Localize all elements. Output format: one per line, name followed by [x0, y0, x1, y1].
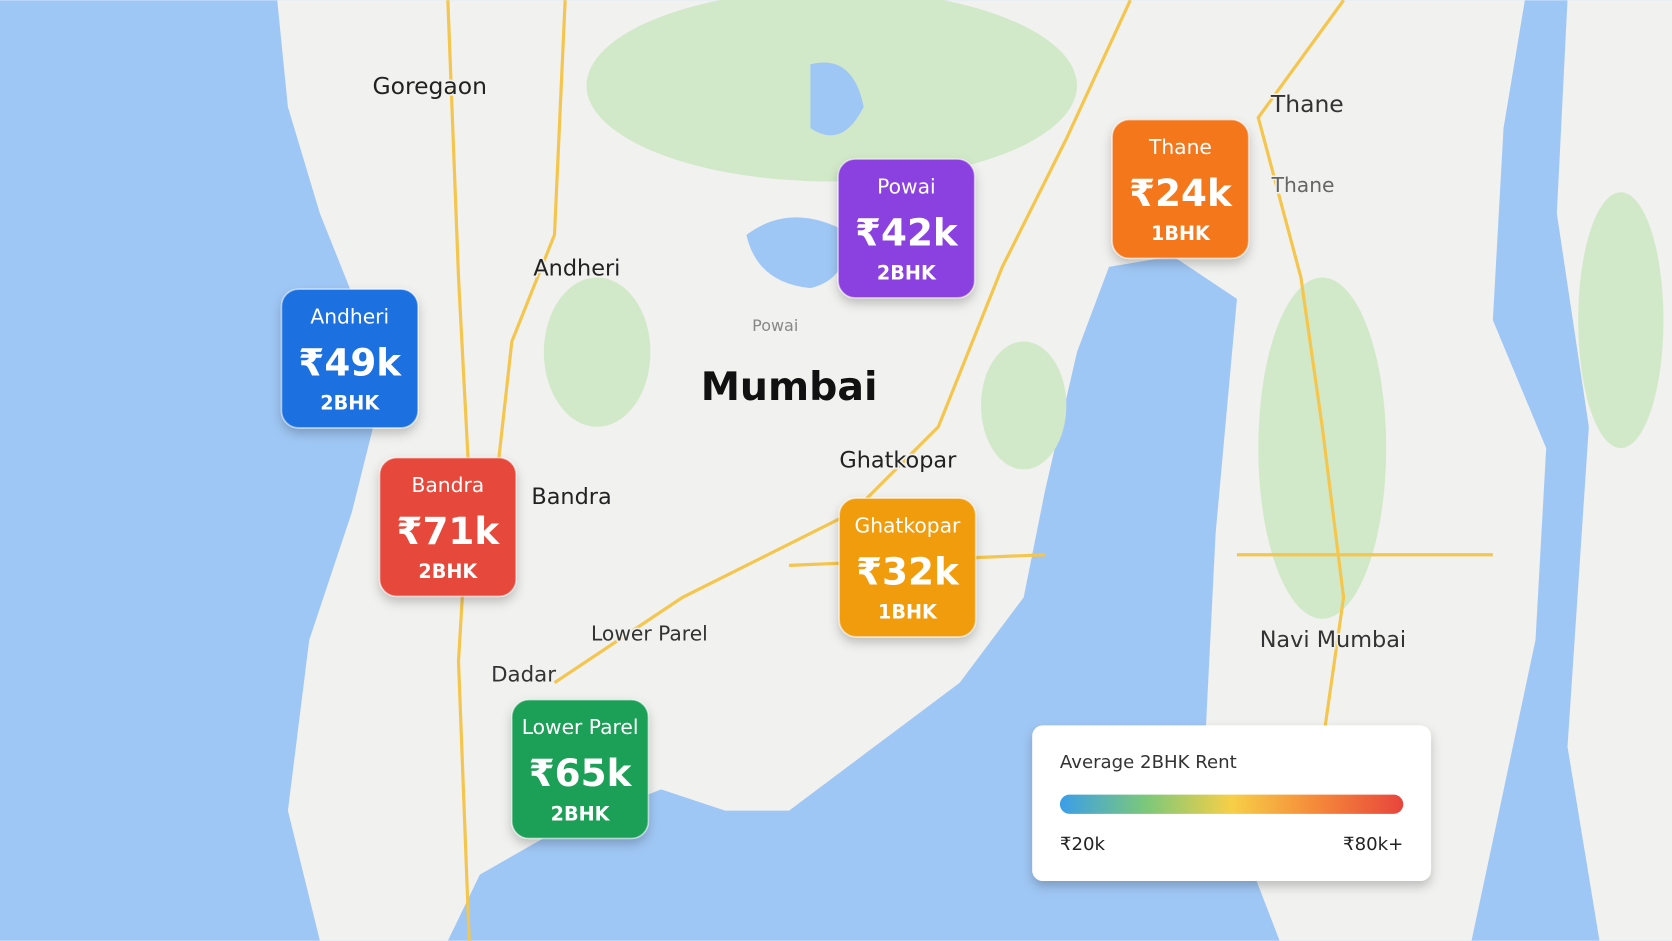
- marker-area: Andheri: [310, 304, 389, 328]
- place-label: Goregaon: [372, 72, 486, 100]
- place-label: Bandra: [531, 484, 611, 510]
- marker-area: Lower Parel: [522, 715, 639, 739]
- marker-type: 1BHK: [1151, 222, 1211, 245]
- price-marker: Powai ₹42k 2BHK: [837, 158, 976, 299]
- marker-area: Thane: [1148, 135, 1212, 159]
- lake: [746, 217, 845, 289]
- marker-area: Bandra: [411, 473, 484, 497]
- price-marker: Lower Parel ₹65k 2BHK: [511, 698, 650, 840]
- price-marker: Thane ₹24k 1BHK: [1111, 118, 1250, 260]
- legend-max: ₹80k+: [1343, 834, 1403, 855]
- marker-price: ₹42k: [855, 211, 959, 255]
- marker-price: ₹24k: [1129, 171, 1233, 215]
- marker-type: 2BHK: [418, 560, 478, 583]
- place-label: Thane: [1271, 173, 1335, 197]
- legend: Average 2BHK Rent ₹20k ₹80k+: [1032, 725, 1432, 882]
- marker-area: Powai: [877, 174, 935, 198]
- price-marker: Bandra ₹71k 2BHK: [378, 456, 517, 598]
- price-marker: Andheri ₹49k 2BHK: [280, 288, 419, 429]
- marker-type: 2BHK: [877, 262, 937, 285]
- marker-price: ₹49k: [298, 341, 402, 385]
- roads: [446, 0, 1493, 941]
- legend-gradient: [1059, 794, 1404, 814]
- place-label: Ghatkopar: [839, 448, 957, 474]
- marker-box: [838, 497, 977, 638]
- place-label: Powai: [752, 316, 798, 335]
- marker-box: [280, 288, 419, 429]
- legend-min: ₹20k: [1060, 834, 1106, 855]
- marker-price: ₹71k: [397, 509, 501, 553]
- legend-title: Average 2BHK Rent: [1060, 752, 1237, 773]
- marker-type: 2BHK: [320, 392, 380, 415]
- lake: [810, 62, 864, 136]
- place-label: Andheri: [533, 256, 620, 282]
- marker-box: [1111, 118, 1250, 260]
- price-marker: Ghatkopar ₹32k 1BHK: [838, 497, 977, 638]
- marker-box: [378, 456, 517, 598]
- marker-type: 1BHK: [878, 601, 938, 624]
- place-label: Dadar: [491, 663, 556, 688]
- marker-area: Ghatkopar: [855, 513, 962, 537]
- marker-box: [511, 698, 650, 840]
- place-label: Navi Mumbai: [1260, 627, 1406, 653]
- marker-type: 2BHK: [551, 802, 611, 825]
- place-label: Mumbai: [701, 364, 878, 410]
- marker-price: ₹32k: [856, 550, 960, 594]
- place-label: Lower Parel: [591, 622, 708, 646]
- marker-box: [837, 158, 976, 299]
- marker-price: ₹65k: [529, 751, 633, 795]
- place-label: Thane: [1270, 90, 1344, 118]
